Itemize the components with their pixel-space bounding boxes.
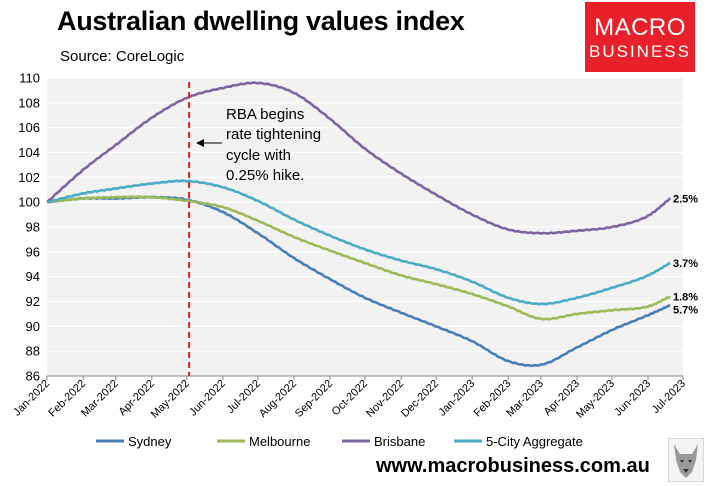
- y-tick-label: 94: [26, 269, 40, 284]
- x-tick-label: Jun-2023: [612, 378, 653, 419]
- x-axis: Jan-2022Feb-2022Mar-2022Apr-2022May-2022…: [11, 375, 688, 421]
- website-url: www.macrobusiness.com.au: [376, 455, 650, 477]
- wolf-logo-icon: [668, 438, 704, 482]
- x-tick-label: Jun-2022: [187, 378, 228, 419]
- y-axis: 86 88 90 92 94 96 98 100 102 104 106 108 110: [18, 71, 40, 384]
- logo-line1: MACRO: [594, 14, 686, 41]
- logo-line2: BUSINESS: [589, 42, 691, 61]
- y-tick-label: 108: [18, 95, 40, 110]
- x-tick-label: Dec-2022: [399, 378, 441, 420]
- chart-title: Australian dwelling values index: [57, 6, 465, 36]
- annotation-line-3: cycle with: [226, 147, 291, 164]
- annotation-line-2: rate tightening: [226, 126, 321, 143]
- y-tick-label: 92: [26, 294, 40, 309]
- series-line-brisbane: [46, 81, 672, 235]
- rba-annotation: RBA begins rate tightening cycle with 0.…: [188, 82, 321, 376]
- y-tick-label: 102: [18, 170, 40, 185]
- gridlines: [47, 77, 683, 377]
- x-tick-label: Jul-2023: [650, 378, 688, 416]
- y-tick-label: 90: [26, 319, 40, 334]
- legend: Sydney Melbourne Brisbane 5-City Aggregate: [96, 434, 583, 449]
- y-tick-label: 104: [18, 145, 40, 160]
- series-line-melbourne: [46, 195, 671, 321]
- chart-subtitle: Source: CoreLogic: [60, 48, 185, 65]
- legend-label: Brisbane: [374, 434, 425, 449]
- y-tick-label: 86: [26, 369, 40, 384]
- x-tick-label: Sep-2022: [293, 378, 335, 420]
- y-tick-label: 110: [19, 71, 40, 86]
- x-tick-label: Jan-2023: [436, 378, 477, 419]
- x-tick-label: Aug-2022: [257, 378, 299, 420]
- annotation-arrow-head: [196, 139, 204, 147]
- series-line-5-city-aggregate: [46, 179, 671, 306]
- y-tick-label: 98: [26, 220, 40, 235]
- annotation-line-4: 0.25% hike.: [226, 167, 304, 184]
- end-label: 1.8%: [673, 292, 698, 304]
- legend-label: Melbourne: [249, 434, 310, 449]
- end-label: 5.7%: [673, 305, 698, 317]
- series-lines: [46, 81, 672, 368]
- y-tick-label: 96: [26, 244, 40, 259]
- legend-label: 5-City Aggregate: [486, 434, 583, 449]
- x-tick-label: May-2023: [574, 378, 617, 421]
- y-tick-label: 88: [26, 344, 40, 359]
- series-end-labels: 2.5% 3.7% 1.8%5.7%: [673, 193, 698, 316]
- end-label: 2.5%: [673, 193, 698, 205]
- macrobusiness-logo: MACRO BUSINESS: [585, 2, 695, 72]
- end-label: 3.7%: [673, 258, 698, 270]
- legend-label: Sydney: [128, 434, 172, 449]
- x-tick-label: May-2022: [149, 378, 192, 421]
- y-tick-label: 100: [18, 195, 40, 210]
- annotation-line-1: RBA begins: [226, 106, 304, 123]
- y-tick-label: 106: [18, 120, 40, 135]
- x-tick-label: Jan-2022: [11, 378, 52, 419]
